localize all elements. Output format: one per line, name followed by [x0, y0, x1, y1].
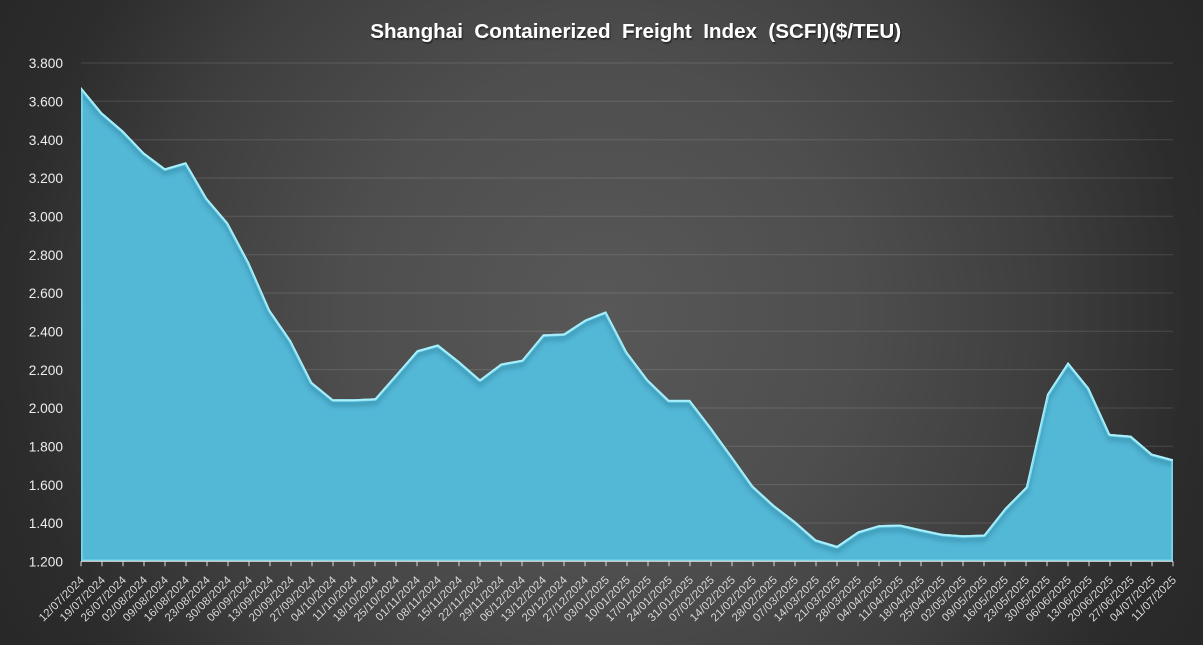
svg-text:3.800: 3.800: [29, 56, 64, 71]
svg-text:1.800: 1.800: [29, 440, 64, 455]
svg-text:2.000: 2.000: [29, 401, 64, 416]
svg-text:1.200: 1.200: [29, 555, 64, 570]
svg-text:3.200: 3.200: [29, 171, 64, 186]
svg-text:1.600: 1.600: [29, 478, 64, 493]
svg-text:3.400: 3.400: [29, 133, 64, 148]
svg-text:3.600: 3.600: [29, 95, 64, 110]
svg-text:2.800: 2.800: [29, 248, 64, 263]
svg-text:1.400: 1.400: [29, 516, 64, 531]
svg-text:2.400: 2.400: [29, 325, 64, 340]
svg-text:2.200: 2.200: [29, 363, 64, 378]
svg-text:2.600: 2.600: [29, 286, 64, 301]
svg-text:Shanghai Containerized Freig: Shanghai Containerized Freight Index (SC…: [370, 20, 901, 43]
svg-text:3.000: 3.000: [29, 210, 64, 225]
